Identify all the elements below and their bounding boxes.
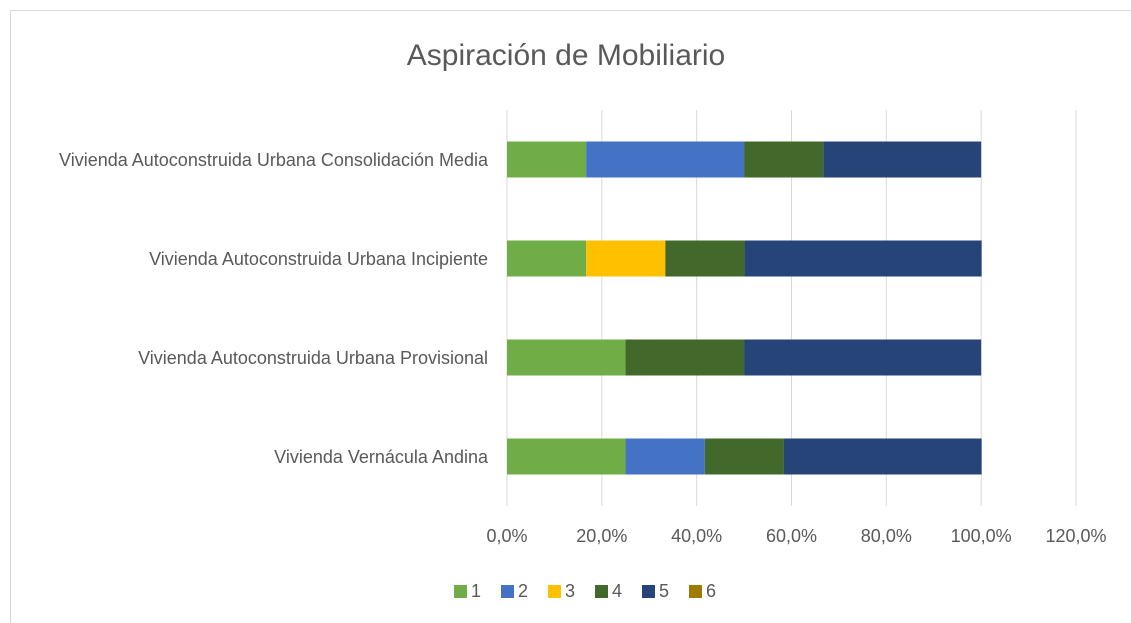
legend-label: 1 xyxy=(471,581,481,601)
legend-label: 6 xyxy=(706,581,716,601)
bar-segment xyxy=(665,240,745,277)
bar-segment xyxy=(507,438,626,475)
chart-border xyxy=(10,10,1131,623)
bar-segment xyxy=(625,339,745,376)
bar-segment xyxy=(704,438,784,475)
legend-swatch xyxy=(454,585,467,598)
x-tick-label: 80,0% xyxy=(861,526,912,546)
y-tick-label: Vivienda Autoconstruida Urbana Consolida… xyxy=(59,149,488,170)
y-tick-label: Vivienda Autoconstruida Urbana Incipient… xyxy=(149,248,488,269)
bar-segment xyxy=(586,240,666,277)
legend-label: 3 xyxy=(565,581,575,601)
legend-swatch xyxy=(595,585,608,598)
x-tick-label: 100,0% xyxy=(951,526,1012,546)
legend-swatch xyxy=(689,585,702,598)
bar-segment xyxy=(744,141,824,178)
chart-title: Aspiración de Mobiliario xyxy=(407,39,726,72)
bar-segment xyxy=(507,240,587,277)
y-tick-label: Vivienda Autoconstruida Urbana Provision… xyxy=(138,347,488,368)
legend-swatch xyxy=(548,585,561,598)
legend-swatch xyxy=(501,585,514,598)
x-tick-label: 120,0% xyxy=(1045,526,1106,546)
x-tick-label: 60,0% xyxy=(766,526,817,546)
bar-segment xyxy=(823,141,982,178)
bar-segment xyxy=(507,141,587,178)
bar-segment xyxy=(586,141,745,178)
legend-label: 5 xyxy=(659,581,669,601)
y-tick-label: Vivienda Vernácula Andina xyxy=(274,446,488,467)
bar-segment xyxy=(625,438,705,475)
x-tick-label: 20,0% xyxy=(576,526,627,546)
legend-swatch xyxy=(642,585,655,598)
x-tick-label: 0,0% xyxy=(486,526,527,546)
legend-label: 2 xyxy=(518,581,528,601)
legend-label: 4 xyxy=(612,581,622,601)
x-tick-label: 40,0% xyxy=(671,526,722,546)
bar-segment xyxy=(744,339,982,376)
bar-segment xyxy=(507,339,626,376)
bar-segment xyxy=(783,438,982,475)
bar-segment xyxy=(744,240,982,277)
